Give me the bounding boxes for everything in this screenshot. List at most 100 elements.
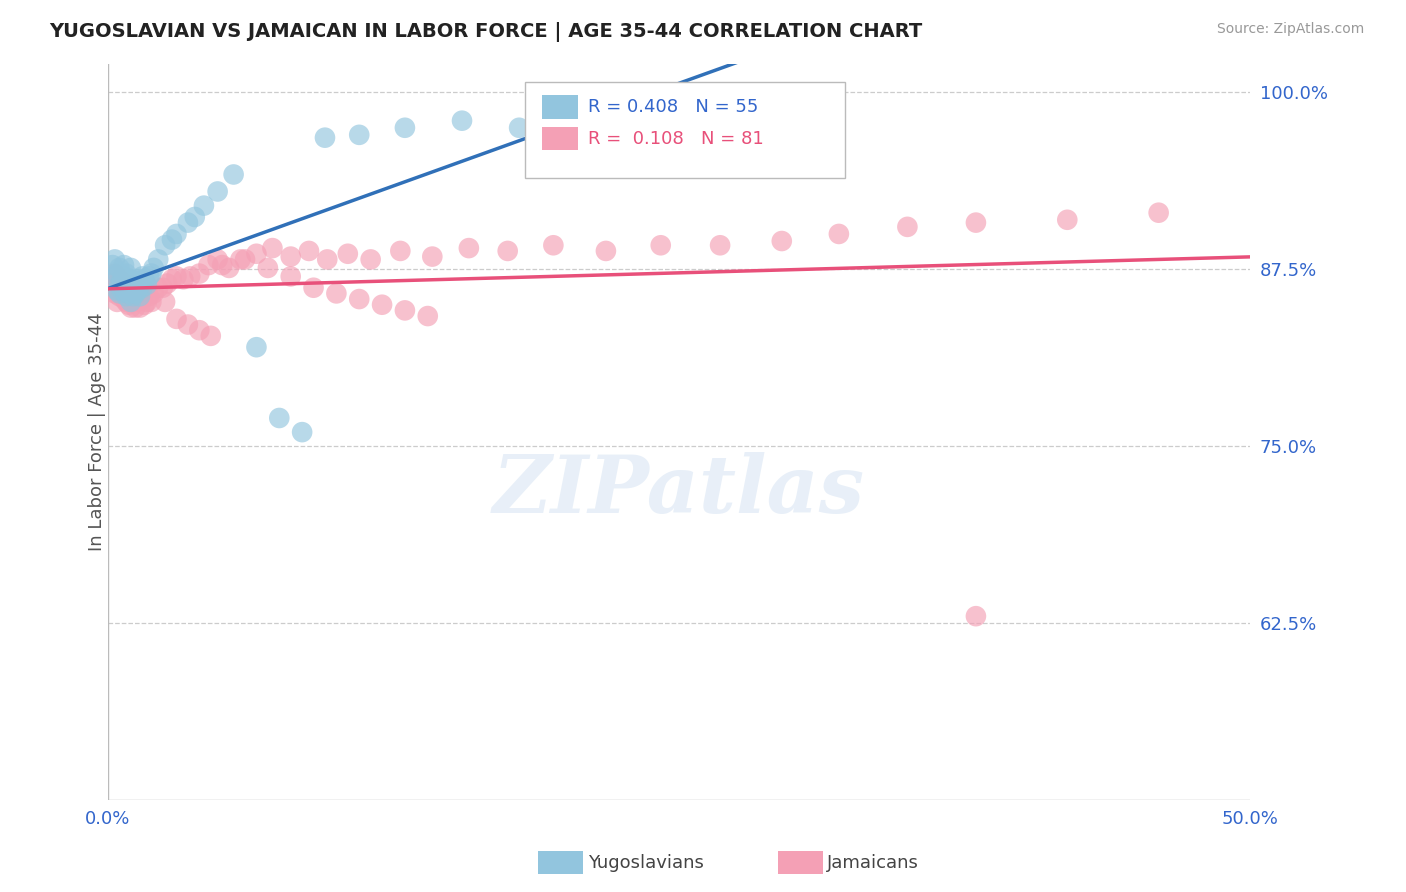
Point xyxy=(177,318,200,332)
Point xyxy=(129,301,152,315)
Point xyxy=(115,294,138,309)
Point xyxy=(389,244,412,258)
Point xyxy=(451,113,474,128)
Point xyxy=(105,267,128,281)
Point xyxy=(508,120,530,135)
Point xyxy=(280,250,302,264)
Text: Yugoslavians: Yugoslavians xyxy=(588,854,703,871)
FancyBboxPatch shape xyxy=(524,82,845,178)
Point xyxy=(111,284,134,298)
Point xyxy=(122,294,145,309)
Text: R = 0.408   N = 55: R = 0.408 N = 55 xyxy=(588,98,758,116)
Point xyxy=(134,272,156,286)
Point xyxy=(122,277,145,292)
Point xyxy=(188,323,211,337)
Point xyxy=(245,340,267,354)
Point xyxy=(115,284,138,298)
Point xyxy=(336,246,359,260)
Point xyxy=(108,289,131,303)
Point xyxy=(156,277,179,291)
Point xyxy=(134,298,156,312)
Point xyxy=(129,289,152,303)
Point xyxy=(124,286,146,301)
Point xyxy=(120,260,142,275)
Point xyxy=(129,277,152,292)
Point xyxy=(115,267,138,281)
Point xyxy=(120,284,142,298)
Point xyxy=(347,128,370,142)
Point xyxy=(457,241,479,255)
Point xyxy=(218,260,240,275)
Point xyxy=(124,275,146,289)
Point xyxy=(117,275,139,289)
Point xyxy=(120,277,142,292)
Point xyxy=(599,111,621,125)
Point xyxy=(120,289,142,303)
Point xyxy=(828,227,851,241)
Point xyxy=(193,199,215,213)
Point xyxy=(965,609,987,624)
Point xyxy=(543,238,565,252)
Point xyxy=(316,252,339,267)
Point xyxy=(104,252,127,267)
Point xyxy=(141,294,163,309)
Point xyxy=(394,120,416,135)
Point xyxy=(200,329,222,343)
Y-axis label: In Labor Force | Age 35-44: In Labor Force | Age 35-44 xyxy=(89,313,105,551)
Text: Source: ZipAtlas.com: Source: ZipAtlas.com xyxy=(1216,22,1364,37)
Point xyxy=(111,272,134,286)
Point xyxy=(325,286,347,301)
Point xyxy=(142,286,165,301)
Point xyxy=(117,286,139,301)
Point xyxy=(108,272,131,286)
Point xyxy=(104,286,127,301)
Point xyxy=(1056,212,1078,227)
Point xyxy=(207,252,229,267)
Point xyxy=(394,303,416,318)
Point xyxy=(229,252,252,267)
Point xyxy=(148,281,170,295)
Point xyxy=(262,241,284,255)
Point xyxy=(166,269,188,284)
Point xyxy=(595,244,617,258)
Point xyxy=(108,277,131,292)
Point xyxy=(131,281,153,295)
Point xyxy=(131,292,153,306)
Point xyxy=(138,289,160,303)
Point xyxy=(122,289,145,303)
Point xyxy=(135,294,157,309)
Point xyxy=(112,292,135,306)
Point xyxy=(211,258,233,272)
Point xyxy=(152,281,174,295)
Point xyxy=(148,252,170,267)
Point xyxy=(188,267,211,281)
Text: YUGOSLAVIAN VS JAMAICAN IN LABOR FORCE | AGE 35-44 CORRELATION CHART: YUGOSLAVIAN VS JAMAICAN IN LABOR FORCE |… xyxy=(49,22,922,42)
Point xyxy=(298,244,321,258)
Point xyxy=(127,272,149,286)
Point xyxy=(127,294,149,309)
Point xyxy=(112,281,135,295)
Point xyxy=(131,269,153,284)
Point xyxy=(257,260,280,275)
Point xyxy=(197,258,219,272)
Point xyxy=(101,272,124,286)
Point xyxy=(120,294,142,309)
Text: ZIPatlas: ZIPatlas xyxy=(494,452,865,530)
Point xyxy=(160,272,183,286)
Point xyxy=(112,269,135,284)
Point xyxy=(177,216,200,230)
FancyBboxPatch shape xyxy=(541,95,578,119)
Point xyxy=(347,292,370,306)
Point xyxy=(280,269,302,284)
Point xyxy=(420,250,443,264)
Point xyxy=(269,411,291,425)
Point xyxy=(131,281,153,295)
Point xyxy=(245,246,267,260)
Point xyxy=(104,269,127,284)
Point xyxy=(153,238,176,252)
Point xyxy=(124,289,146,303)
FancyBboxPatch shape xyxy=(541,127,578,150)
Point xyxy=(207,185,229,199)
Point xyxy=(105,281,128,295)
Text: R =  0.108   N = 81: R = 0.108 N = 81 xyxy=(588,130,763,148)
